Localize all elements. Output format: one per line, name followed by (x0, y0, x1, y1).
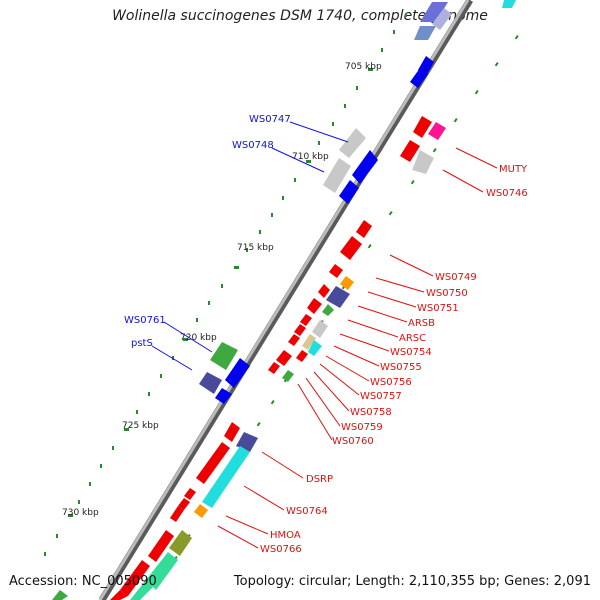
scale-ticks-inner (44, 13, 407, 556)
gene-label-ws0748[interactable]: WS0748 (232, 140, 274, 151)
plus-strand-genes (52, 2, 452, 600)
scale-label-705: 705 kbp (345, 62, 382, 72)
gene-label-ws0749[interactable]: WS0749 (435, 272, 477, 283)
gene-label-ws0761[interactable]: WS0761 (124, 315, 166, 326)
accession-text: Accession: NC_005090 (9, 574, 157, 589)
scale-label-730: 730 kbp (62, 508, 99, 518)
gene-label-arsc[interactable]: ARSC (399, 333, 426, 344)
gene-label-ws0760[interactable]: WS0760 (332, 436, 374, 447)
gene-label-ws0754[interactable]: WS0754 (390, 347, 432, 358)
scale-label-720: 720 kbp (180, 333, 217, 343)
gene-label-arsb[interactable]: ARSB (408, 318, 435, 329)
gene-label-ws0766[interactable]: WS0766 (260, 544, 302, 555)
gene-label-ws0759[interactable]: WS0759 (341, 422, 383, 433)
gene-label-ws0746[interactable]: WS0746 (486, 188, 528, 199)
gene-label-ws0751[interactable]: WS0751 (417, 303, 459, 314)
gene-label-ws0757[interactable]: WS0757 (360, 391, 402, 402)
gene-label-ws0750[interactable]: WS0750 (426, 288, 468, 299)
scale-label-715: 715 kbp (237, 243, 274, 253)
minus-strand-genes (110, 0, 516, 600)
map-title: Wolinella succinogenes DSM 1740, complet… (112, 8, 488, 24)
gene-label-ws0758[interactable]: WS0758 (350, 407, 392, 418)
gene-labels-plus: WS0747 WS0748 WS0761 pstS (124, 114, 291, 349)
scale-label-710: 710 kbp (292, 152, 329, 162)
gene-label-ws0756[interactable]: WS0756 (370, 377, 412, 388)
gene-label-muty[interactable]: MUTY (499, 164, 528, 175)
topology-text: Topology: circular; Length: 2,110,355 bp… (233, 574, 591, 589)
gene-label-hmoa[interactable]: HMOA (270, 530, 301, 541)
gene-label-ws0747[interactable]: WS0747 (249, 114, 291, 125)
gene-label-dsrp[interactable]: DSRP (306, 474, 333, 485)
genome-backbone (98, 0, 473, 600)
scale-label-725: 725 kbp (122, 421, 159, 431)
gene-label-ws0764[interactable]: WS0764 (286, 506, 328, 517)
gene-labels-minus: MUTY WS0746 WS0749 WS0750 WS0751 ARSB AR… (260, 164, 528, 555)
label-leader-lines (151, 121, 498, 549)
gene-label-psts[interactable]: pstS (131, 338, 153, 349)
gene-label-ws0755[interactable]: WS0755 (380, 362, 422, 373)
